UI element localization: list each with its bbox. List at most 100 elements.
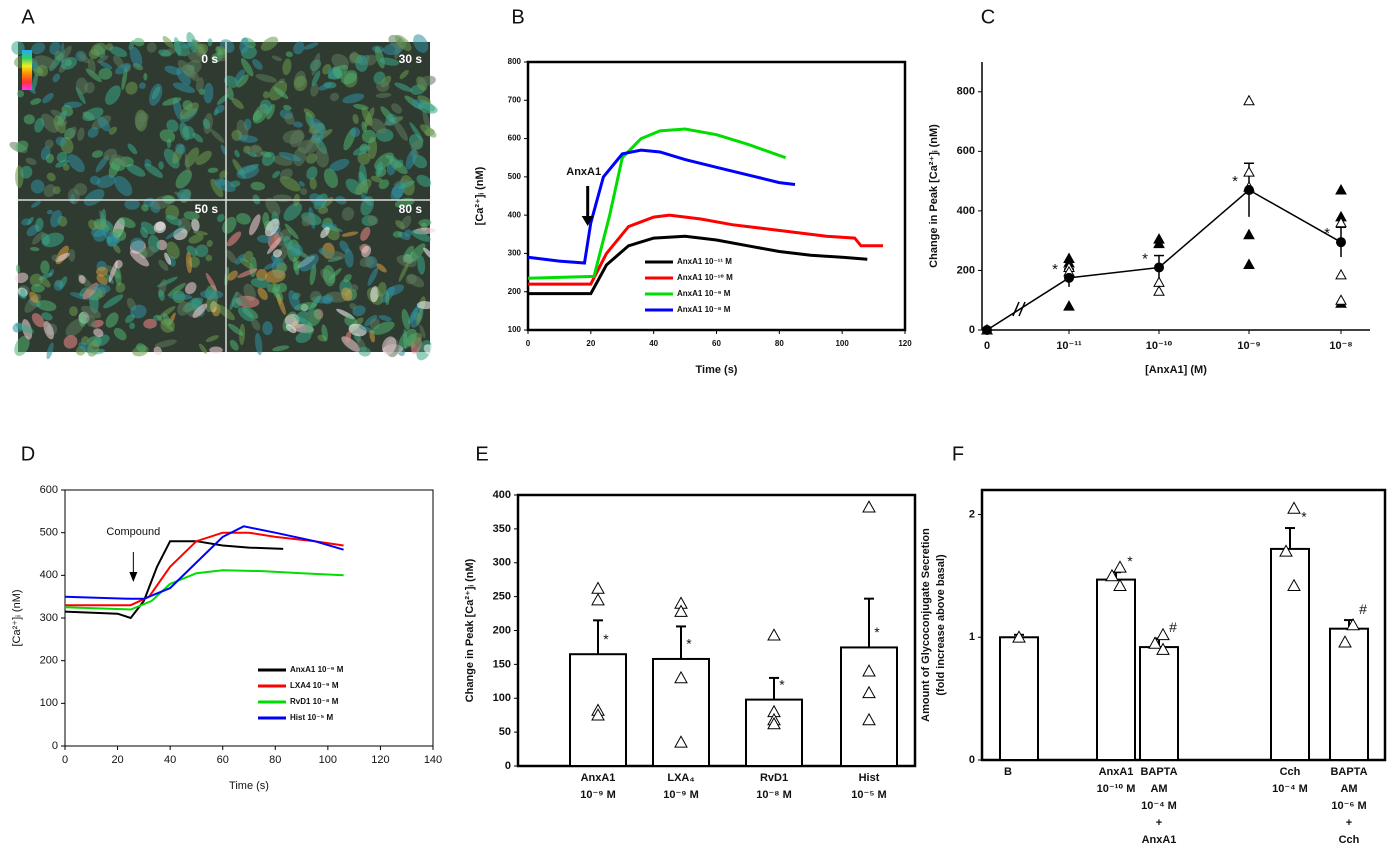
cell <box>210 129 225 143</box>
cell <box>140 221 156 235</box>
cell <box>303 42 319 50</box>
cell <box>125 81 138 95</box>
cell <box>154 339 177 348</box>
y-tick-label: 200 <box>508 287 522 296</box>
cell <box>63 335 78 349</box>
cell <box>249 214 261 236</box>
y-tick-label: 500 <box>40 527 58 539</box>
cell <box>256 268 268 281</box>
cell <box>282 130 305 144</box>
y-tick-label: 300 <box>40 612 58 624</box>
data-point <box>591 708 605 721</box>
cell <box>231 297 242 309</box>
cell <box>372 321 395 335</box>
cell <box>295 331 312 343</box>
cell <box>329 267 342 280</box>
cell <box>413 34 429 53</box>
cell <box>83 189 105 206</box>
data-point <box>1287 578 1301 592</box>
cell <box>350 127 361 137</box>
cell <box>140 246 157 259</box>
cell <box>380 106 396 123</box>
x-tick-label: B <box>1004 766 1012 778</box>
cell <box>332 66 343 80</box>
cell <box>21 218 32 226</box>
legend-label: AnxA1 10⁻⁹ M <box>290 665 344 674</box>
cell <box>237 135 258 143</box>
cell <box>162 97 182 106</box>
cell <box>129 46 143 68</box>
cell <box>177 59 196 78</box>
bar <box>999 636 1039 761</box>
cell <box>114 259 123 269</box>
x-tick-label: AnxA1 <box>581 772 616 784</box>
cell <box>165 226 186 240</box>
cell <box>280 168 293 180</box>
cell <box>55 252 70 262</box>
cell <box>41 232 65 248</box>
arrow-head <box>129 572 138 582</box>
cell <box>205 335 219 343</box>
cell <box>185 251 193 274</box>
cell <box>235 254 246 265</box>
cell <box>392 231 403 238</box>
legend-label: RvD1 10⁻⁸ M <box>290 697 339 706</box>
cell <box>38 272 53 280</box>
cell <box>226 231 242 247</box>
data-point <box>1287 501 1301 514</box>
cell <box>271 55 283 62</box>
y-tick-label: 300 <box>493 557 511 569</box>
cell <box>239 257 255 270</box>
cell <box>40 260 50 275</box>
cell <box>96 274 108 285</box>
cell <box>206 240 213 247</box>
x-tick-label: 120 <box>371 754 389 766</box>
legend-label: AnxA1 10⁻⁹ M <box>677 289 731 298</box>
cell <box>45 153 54 164</box>
cell <box>46 342 54 360</box>
cell <box>29 246 40 252</box>
x-tick-label: 10⁻¹⁰ <box>1146 340 1173 352</box>
data-point <box>591 581 605 594</box>
cell <box>96 175 116 189</box>
cell <box>419 324 426 339</box>
timestamp: 80 s <box>399 202 423 216</box>
cell <box>303 108 316 119</box>
cell <box>158 49 172 57</box>
cell <box>175 143 186 155</box>
y-tick-label: 200 <box>40 655 58 667</box>
x-tick-label: BAPTA <box>1330 766 1367 778</box>
cell <box>115 63 131 75</box>
cell <box>82 107 104 122</box>
cell <box>70 193 75 204</box>
cell <box>252 59 263 70</box>
cell <box>310 83 319 97</box>
cell <box>367 267 379 286</box>
cell <box>292 121 303 128</box>
y-tick-label: 50 <box>499 726 511 738</box>
cell <box>370 118 387 134</box>
cell <box>311 52 321 76</box>
cell <box>282 58 292 76</box>
cell <box>245 145 261 154</box>
cell <box>78 312 87 327</box>
cell <box>367 215 379 226</box>
series-line <box>527 148 796 265</box>
cell <box>370 286 379 303</box>
cell <box>50 209 63 228</box>
cell <box>315 147 329 168</box>
cell <box>376 263 387 273</box>
cell <box>46 209 53 215</box>
cell <box>236 165 260 180</box>
y-tick-label: 0 <box>505 760 511 772</box>
cell <box>255 332 263 356</box>
data-point <box>862 712 876 726</box>
y-axis-label: Change in Peak [Ca²⁺]ᵢ (nM) <box>464 558 476 702</box>
cell <box>73 183 88 196</box>
panel-label: B <box>511 6 524 28</box>
cell <box>423 344 437 356</box>
cell <box>257 287 268 300</box>
cell <box>173 37 182 57</box>
panel-label: D <box>21 443 35 465</box>
cell <box>352 113 359 124</box>
